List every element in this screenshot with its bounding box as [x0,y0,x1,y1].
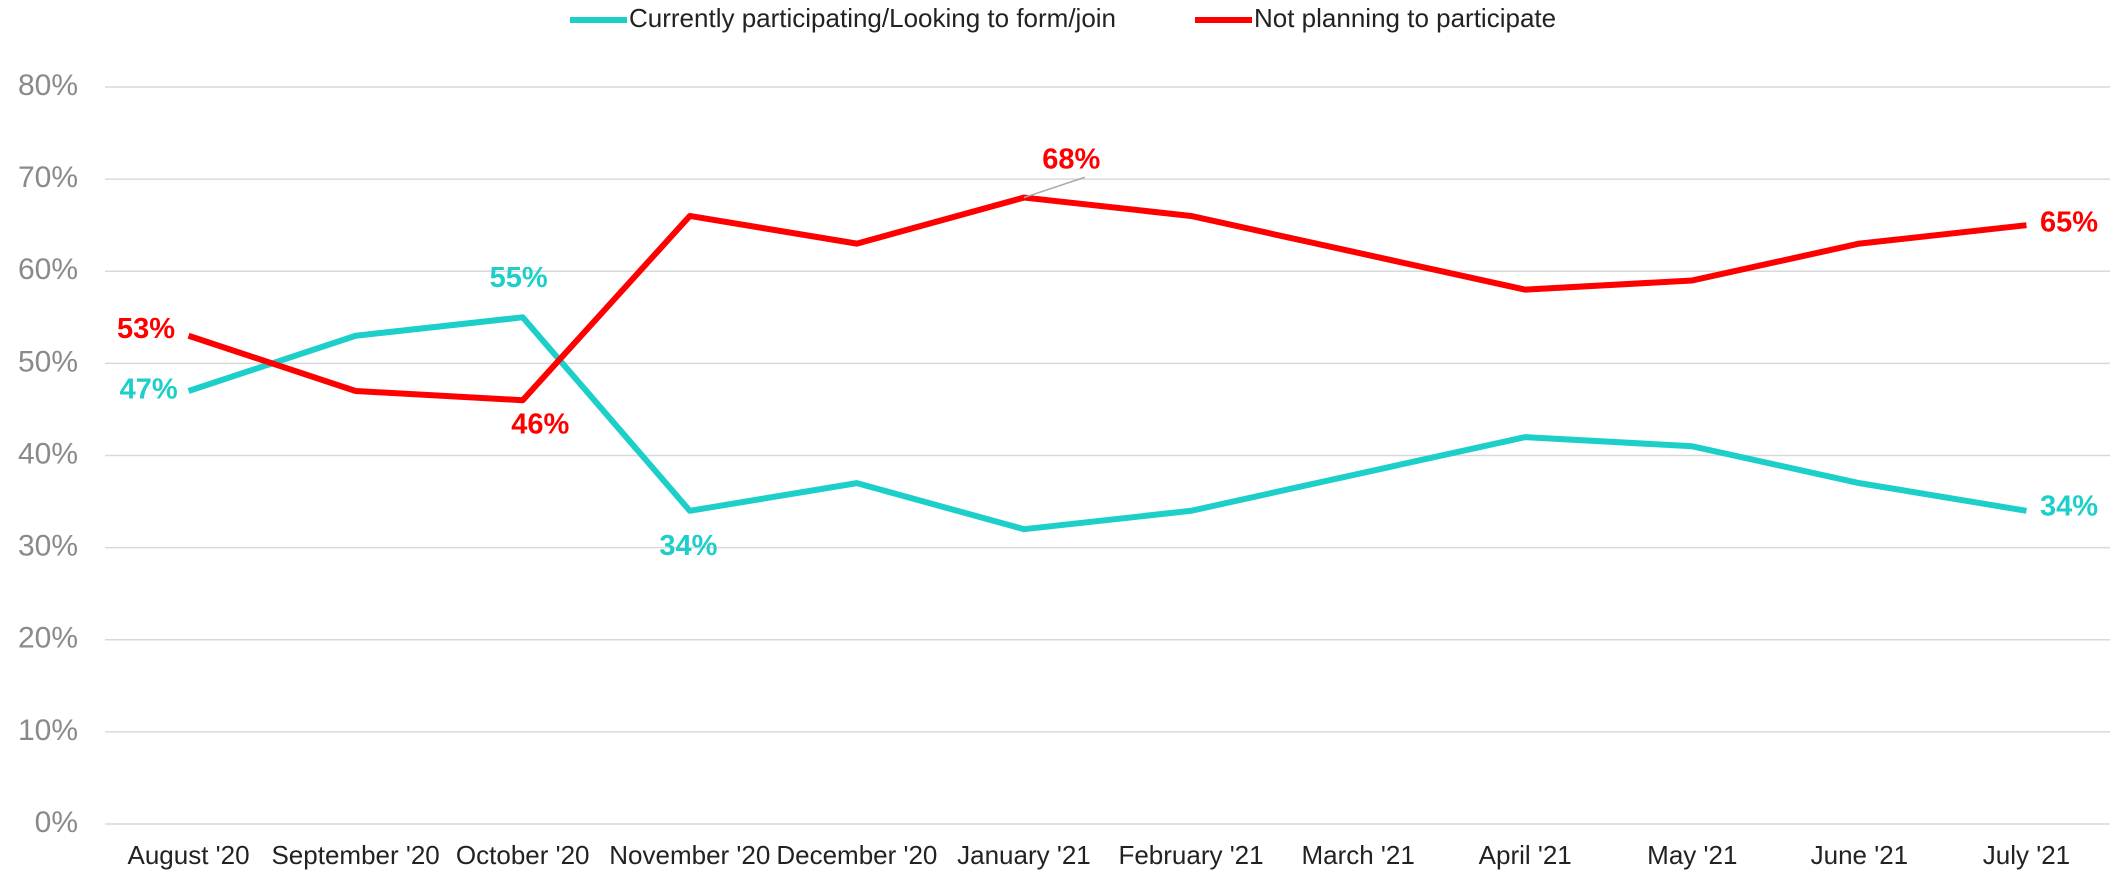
data-label: 68% [1042,144,1100,176]
x-tick-label: May '21 [1647,840,1737,870]
y-tick-label: 20% [18,622,78,655]
y-tick-label: 40% [18,437,78,470]
x-tick-label: January '21 [957,840,1091,870]
x-tick-label: November '20 [609,840,770,870]
y-tick-label: 70% [18,161,78,194]
x-tick-label: March '21 [1301,840,1414,870]
legend-label: Not planning to participate [1254,3,1556,33]
data-label: 65% [2040,206,2098,238]
series-line [187,314,2027,533]
x-tick-label: June '21 [1811,840,1909,870]
leader-line [1023,176,1086,199]
y-tick-label: 30% [18,530,78,563]
x-tick-label: April '21 [1479,840,1572,870]
data-label: 47% [120,374,178,406]
data-label: 53% [117,313,175,345]
x-tick-label: October '20 [456,840,590,870]
data-label: 46% [511,409,569,441]
x-tick-label: December '20 [776,840,937,870]
y-tick-label: 10% [18,714,78,747]
y-tick-label: 60% [18,253,78,286]
y-tick-label: 50% [18,345,78,378]
data-label: 55% [490,262,548,294]
x-tick-label: August '20 [128,840,250,870]
data-label: 34% [659,530,717,562]
x-tick-label: July '21 [1983,840,2070,870]
y-tick-label: 0% [35,806,78,839]
series-line [187,194,2027,404]
legend-label: Currently participating/Looking to form/… [629,3,1116,33]
x-tick-label: September '20 [271,840,439,870]
x-tick-label: February '21 [1118,840,1263,870]
y-tick-label: 80% [18,69,78,102]
data-label: 34% [2040,491,2098,523]
